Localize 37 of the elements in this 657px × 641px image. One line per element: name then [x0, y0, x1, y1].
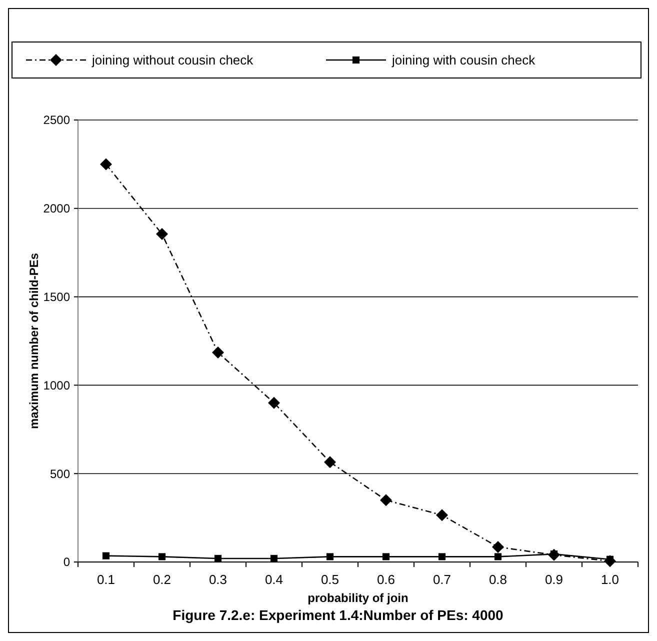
legend-label: joining with cousin check	[391, 52, 536, 68]
x-tick-label: 0.2	[152, 572, 172, 587]
point	[102, 552, 110, 560]
y-axis-title: maximum number of child-PEs	[27, 252, 41, 430]
x-tick-label: 0.8	[488, 572, 508, 587]
x-tick-label: 0.7	[432, 572, 452, 587]
point	[382, 553, 390, 560]
x-tick-label: 0.6	[376, 572, 396, 587]
point	[492, 540, 504, 553]
x-tick-label: 0.3	[208, 572, 228, 587]
x-tick-label: 0.1	[96, 572, 116, 587]
x-tick-label: 0.4	[264, 572, 284, 587]
y-tick-label: 500	[50, 466, 70, 481]
point	[214, 554, 222, 562]
point	[158, 553, 166, 560]
x-axis-title: probability of join	[308, 591, 408, 605]
point	[324, 456, 336, 468]
point	[270, 554, 278, 562]
point	[326, 553, 334, 560]
point	[494, 553, 502, 560]
x-tick-label: 1.0	[600, 572, 620, 587]
y-tick-label: 2500	[43, 113, 70, 128]
y-tick-label: 0	[63, 555, 70, 570]
point	[268, 396, 280, 409]
point	[212, 346, 224, 358]
point	[436, 509, 448, 522]
point	[100, 158, 112, 170]
y-tick-label: 1000	[43, 378, 70, 392]
x-tick-label: 0.5	[320, 572, 340, 587]
point	[438, 553, 446, 560]
x-tick-label: 0.9	[544, 572, 564, 587]
point	[380, 494, 392, 506]
text: Figure 7.2.e: Experiment 1.4:Number of PEs: 4000	[172, 607, 504, 623]
y-tick-label: 2000	[43, 202, 70, 216]
y-tick-label: 1500	[43, 290, 70, 304]
point	[156, 228, 168, 240]
legend-label: joining without cousin check	[91, 52, 254, 68]
